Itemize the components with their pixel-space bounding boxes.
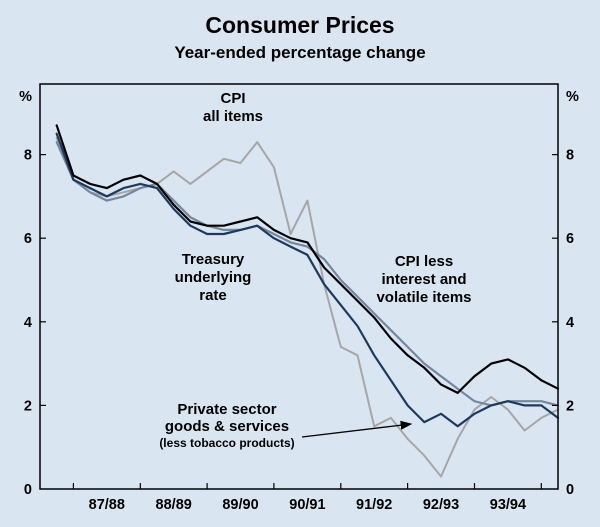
x-axis-label: 89/90 — [222, 497, 258, 513]
series-line-cpi-less — [55, 124, 560, 394]
axis-ticks — [40, 154, 558, 489]
y-axis-label-left: 4 — [24, 315, 32, 331]
y-axis-label-right: 8 — [566, 148, 574, 164]
y-axis-label-left: 6 — [24, 231, 32, 247]
chart-title: Consumer Prices — [205, 12, 394, 38]
y-axis-label-right: 6 — [566, 231, 574, 247]
y-axis-label-left: 2 — [24, 398, 32, 414]
y-axis-label-right: 4 — [566, 315, 574, 331]
annotation-cpi-less-line2: interest and — [381, 271, 466, 288]
y-axis-unit-right: % — [566, 89, 579, 105]
plot-series — [55, 124, 560, 478]
annotation-cpi-all-items-line1: CPI — [220, 90, 245, 107]
x-axis-label: 93/94 — [490, 497, 526, 513]
plot-frame — [39, 83, 559, 490]
annotation-private-sector-line2: goods & services — [165, 418, 289, 435]
series-line-private-sector — [55, 132, 560, 428]
series-line-treasury — [55, 141, 560, 407]
annotation-private-sector-line1: Private sector — [177, 401, 276, 418]
x-axis-label: 87/88 — [89, 497, 125, 513]
y-axis-label-left: 0 — [24, 482, 32, 498]
y-axis-unit-left: % — [19, 89, 32, 105]
annotation-treasury-line2: underlying — [175, 269, 252, 286]
annotation-treasury-line3: rate — [199, 287, 227, 304]
x-axis-label: 91/92 — [356, 497, 392, 513]
annotation-private-sector: Private sector goods & services (less to… — [159, 401, 413, 450]
annotation-treasury: Treasury underlying rate — [175, 251, 252, 304]
x-axis-label: 92/93 — [423, 497, 459, 513]
y-axis-label-right: 2 — [566, 398, 574, 414]
y-axis-label-left: 8 — [24, 148, 32, 164]
axis-labels: 0 0 2 2 4 4 6 6 8 8 87/88 88/89 89/90 90/91 91/92 92/93… — [24, 148, 574, 513]
annotation-cpi-all-items: CPI all items — [203, 90, 263, 125]
annotation-cpi-less: CPI less interest and volatile items — [376, 253, 471, 306]
x-axis-label: 88/89 — [156, 497, 192, 513]
x-axis-label: 90/91 — [289, 497, 325, 513]
series-line-cpi-all-items — [55, 136, 559, 478]
annotation-treasury-line1: Treasury — [182, 251, 245, 268]
annotation-cpi-all-items-line2: all items — [203, 108, 263, 125]
annotation-cpi-less-line3: volatile items — [376, 289, 471, 306]
chart-subtitle: Year-ended percentage change — [174, 43, 425, 62]
private-sector-arrow — [301, 420, 413, 438]
annotation-private-sector-line3: (less tobacco products) — [159, 436, 294, 450]
y-axis-label-right: 0 — [566, 482, 574, 498]
annotation-cpi-less-line1: CPI less — [395, 253, 453, 270]
